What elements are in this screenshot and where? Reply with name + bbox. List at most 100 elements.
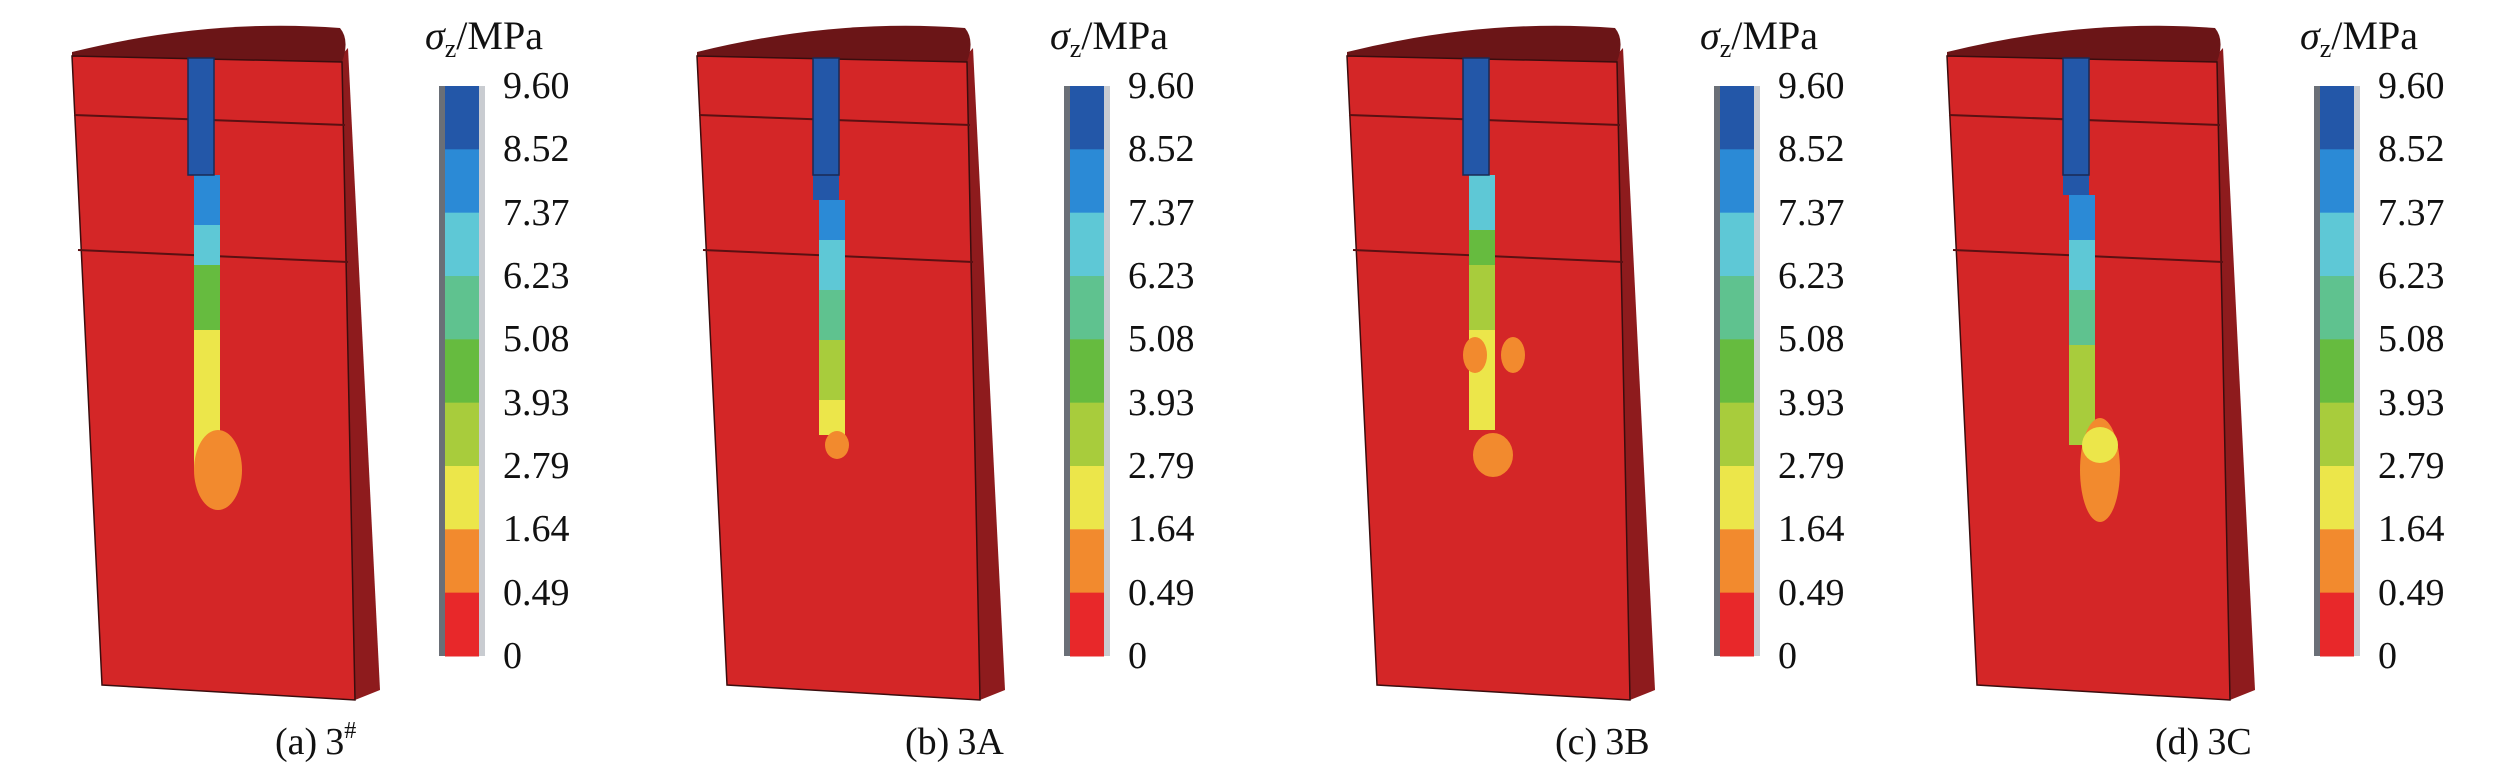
- legend-band: [445, 592, 479, 657]
- legend-band: [1720, 86, 1754, 150]
- legend-band: [1070, 466, 1104, 530]
- legend-bar-shadow: [1714, 86, 1720, 656]
- legend-band: [2320, 592, 2354, 657]
- rod-segment: [194, 265, 220, 330]
- legend-tick-label: 3.93: [1128, 381, 1195, 424]
- caption-superscript: #: [344, 718, 357, 744]
- legend-band: [445, 339, 479, 404]
- panel-4: σz/MPa 9.60 8.52 7.37 6.23 5.08 3.93 2.79 1.64 0.…: [1945, 0, 2519, 779]
- legend-band: [1720, 149, 1754, 214]
- rod-segment: [1463, 58, 1489, 175]
- legend-band: [445, 466, 479, 530]
- legend-tick-label: 5.08: [2378, 318, 2445, 361]
- model-top-face: [72, 25, 346, 63]
- caption-label: (c): [1555, 721, 1598, 763]
- legend-band: [445, 402, 479, 467]
- legend-band: [445, 212, 479, 277]
- legend-band: [445, 86, 479, 150]
- panel-caption: (d) 3C: [2155, 720, 2252, 764]
- legend-bar-edge: [1104, 86, 1110, 656]
- legend-bar-edge: [479, 86, 485, 656]
- legend-tick-label: 5.08: [1128, 318, 1195, 361]
- rod-segment: [1469, 230, 1495, 265]
- rod-segment: [2069, 240, 2095, 290]
- legend-tick-label: 8.52: [1778, 128, 1845, 171]
- legend-tick-label: 6.23: [2378, 255, 2445, 297]
- legend-tick-label: 0: [1778, 635, 1797, 677]
- legend-symbol: σ: [425, 13, 445, 58]
- legend-tick-label: 2.79: [1128, 445, 1195, 487]
- legend-band: [2320, 339, 2354, 404]
- legend-subscript: z: [1719, 34, 1732, 63]
- legend-tick-label: 9.60: [1778, 65, 1845, 107]
- stress-bulb: [1463, 337, 1487, 373]
- legend-band: [1070, 212, 1104, 277]
- legend-title: σz/MPa: [1700, 12, 1818, 64]
- caption-label: (b): [905, 721, 950, 763]
- legend-band: [2320, 149, 2354, 214]
- legend-band: [445, 149, 479, 214]
- legend-band: [2320, 212, 2354, 277]
- legend-tick-label: 0: [2378, 635, 2397, 677]
- caption-name: 3B: [1605, 721, 1650, 763]
- legend-symbol: σ: [1700, 13, 1720, 58]
- legend-band: [1720, 466, 1754, 530]
- rod-segment: [819, 240, 845, 290]
- model-top-face: [697, 25, 971, 63]
- rod-segment: [194, 225, 220, 265]
- rod-segment: [2069, 195, 2095, 240]
- legend-bar-edge: [2354, 86, 2360, 656]
- legend-tick-label: 7.37: [1778, 191, 1845, 234]
- legend-tick-label: 1.64: [2378, 508, 2445, 551]
- legend-title: σz/MPa: [2300, 12, 2418, 64]
- legend-band: [1720, 592, 1754, 657]
- panel-1: σz/MPa 9.60 8.52 7.37 6.23 5.08 3.93 2.79 1.64 0.…: [70, 0, 670, 779]
- panel-caption: (c) 3B: [1555, 720, 1650, 764]
- legend-tick-label: 9.60: [503, 65, 570, 107]
- legend-tick-label: 7.37: [1128, 191, 1195, 234]
- legend-subscript: z: [1069, 34, 1082, 63]
- caption-label: (a): [275, 721, 318, 763]
- legend-tick-label: 1.64: [1128, 508, 1195, 551]
- stress-bulb: [2082, 427, 2118, 463]
- legend-tick-label: 8.52: [2378, 128, 2445, 171]
- legend-tick-label: 0: [1128, 635, 1147, 677]
- legend-unit: /MPa: [2331, 13, 2418, 58]
- legend-band: [1070, 529, 1104, 594]
- legend-symbol: σ: [1050, 13, 1070, 58]
- legend-band: [2320, 86, 2354, 150]
- model-side-face: [335, 48, 380, 700]
- rod-outline: [1462, 57, 1490, 176]
- legend-band: [2320, 402, 2354, 467]
- legend-band: [445, 529, 479, 594]
- rod-segment: [819, 290, 845, 340]
- legend-tick-label: 1.64: [1778, 508, 1845, 551]
- legend-tick-label: 9.60: [1128, 65, 1195, 107]
- legend-subscript: z: [2319, 34, 2332, 63]
- contour-svg: [696, 25, 1110, 701]
- legend-tick-label: 3.93: [503, 381, 570, 424]
- stress-bulb: [825, 431, 849, 459]
- legend-tick-label: 2.79: [503, 445, 570, 487]
- legend-tick-label: 3.93: [1778, 381, 1845, 424]
- legend-unit: /MPa: [1081, 13, 1168, 58]
- legend-band: [445, 276, 479, 340]
- legend-tick-label: 2.79: [2378, 445, 2445, 487]
- legend-tick-label: 9.60: [2378, 65, 2445, 107]
- legend-tick-label: 0.49: [503, 571, 570, 614]
- caption-name: 3A: [957, 721, 1004, 763]
- rod-segment: [188, 58, 214, 175]
- rod-segment: [2069, 290, 2095, 345]
- rod-segment: [1469, 175, 1495, 230]
- legend-tick-label: 8.52: [1128, 128, 1195, 171]
- model-side-face: [2210, 48, 2255, 700]
- legend-bar-shadow: [1064, 86, 1070, 656]
- rod-segment: [1469, 265, 1495, 330]
- stress-bulb: [1501, 337, 1525, 373]
- panel-2: σz/MPa 9.60 8.52 7.37 6.23 5.08 3.93 2.79 1.64 0.…: [695, 0, 1295, 779]
- model-side-face: [1610, 48, 1655, 700]
- rod-outline: [187, 57, 215, 176]
- legend-band: [1070, 86, 1104, 150]
- legend-tick-label: 1.64: [503, 508, 570, 551]
- legend-band: [1720, 276, 1754, 340]
